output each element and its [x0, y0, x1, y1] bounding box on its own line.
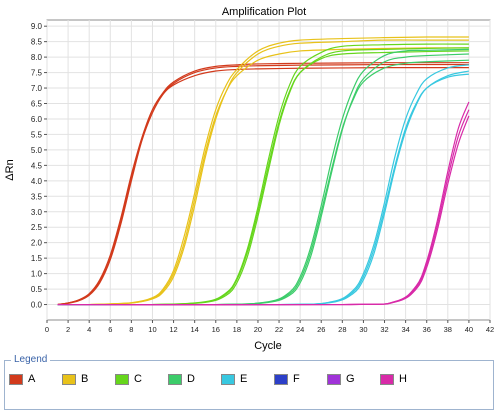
series-curves	[57, 36, 470, 306]
y-tick-label: 0.0	[31, 301, 43, 310]
y-tick-label: 1.5	[31, 254, 43, 263]
legend-label: E	[240, 373, 248, 385]
legend-swatch	[380, 373, 394, 385]
amplification-plot-chart: Amplification Plot 0 2 4 6 8 10 12 14 16 18 20 22 24…	[4, 6, 494, 352]
legend-item-e[interactable]: E	[221, 371, 274, 387]
series-a-curve-3	[57, 62, 469, 306]
x-tick-label: 22	[275, 325, 283, 334]
legend-swatch	[115, 373, 129, 385]
legend-item-d[interactable]: D	[168, 371, 221, 387]
legend-swatch	[221, 373, 235, 385]
x-tick-label: 40	[465, 325, 473, 334]
x-tick-label: 30	[359, 325, 367, 334]
legend-swatch	[327, 373, 341, 385]
y-tick-label: 8.0	[31, 53, 43, 62]
y-tick-label: 6.0	[31, 115, 43, 124]
legend-item-f[interactable]: F	[274, 371, 327, 387]
legend-item-h[interactable]: H	[380, 371, 433, 387]
legend-label: D	[187, 373, 195, 385]
series-c-curve-2	[57, 47, 469, 306]
y-tick-label: 4.5	[31, 161, 43, 170]
y-tick-label: 7.5	[31, 69, 43, 78]
y-axis-label: ΔRn	[4, 159, 16, 180]
series-d-curve-2	[57, 53, 469, 306]
legend-swatch	[9, 373, 23, 385]
x-tick-label: 28	[338, 325, 346, 334]
legend-label: C	[134, 373, 142, 385]
series-h-curve-3	[57, 101, 470, 306]
y-tick-label: 2.0	[31, 239, 43, 248]
legend-items: A B C D E F G H	[9, 371, 433, 387]
y-tick-label: 6.5	[31, 100, 43, 109]
y-tick-label: 4.0	[31, 177, 43, 186]
x-tick-label: 32	[380, 325, 388, 334]
legend-swatch	[274, 373, 288, 385]
series-d-curve-3	[57, 48, 469, 306]
y-tick-label: 1.0	[31, 270, 43, 279]
y-tick-label: 7.0	[31, 84, 43, 93]
x-tick-label: 14	[190, 325, 198, 334]
legend-label: B	[81, 373, 89, 385]
legend-swatch	[62, 373, 76, 385]
y-tick-label: 9.0	[31, 22, 43, 31]
x-tick-label: 26	[317, 325, 325, 334]
axes: 0 2 4 6 8 10 12 14 16 18 20 22 24 26 28 30 32 34 36 38 40 420…	[31, 22, 494, 334]
x-axis-label: Cycle	[254, 340, 282, 352]
legend-item-c[interactable]: C	[115, 371, 168, 387]
series-b-curve-3	[57, 36, 469, 306]
y-tick-label: 8.5	[31, 38, 43, 47]
y-tick-label: 3.5	[31, 192, 43, 201]
legend-panel: Legend A B C D E F G H	[4, 354, 494, 410]
legend-label: F	[293, 373, 300, 385]
x-tick-label: 0	[45, 325, 49, 334]
series-b-curve-2	[57, 39, 469, 306]
y-tick-label: 3.0	[31, 208, 43, 217]
legend-item-b[interactable]: B	[62, 371, 115, 387]
x-tick-label: 34	[401, 325, 409, 334]
y-tick-label: 5.0	[31, 146, 43, 155]
x-tick-label: 36	[423, 325, 431, 334]
x-tick-label: 16	[212, 325, 220, 334]
legend-swatch	[168, 373, 182, 385]
legend-title: Legend	[11, 354, 51, 365]
y-tick-label: 0.5	[31, 285, 43, 294]
y-tick-label: 5.5	[31, 130, 43, 139]
series-a-curve-2	[57, 63, 469, 306]
legend-label: A	[28, 373, 36, 385]
x-tick-label: 38	[444, 325, 452, 334]
x-tick-label: 4	[87, 325, 91, 334]
x-tick-label: 20	[254, 325, 262, 334]
chart-title: Amplification Plot	[222, 6, 306, 18]
x-tick-label: 12	[169, 325, 177, 334]
x-tick-label: 24	[296, 325, 304, 334]
x-tick-label: 8	[129, 325, 133, 334]
y-tick-label: 2.5	[31, 223, 43, 232]
x-tick-label: 6	[108, 325, 112, 334]
legend-label: G	[346, 373, 355, 385]
x-tick-label: 2	[66, 325, 70, 334]
legend-label: H	[399, 373, 407, 385]
series-c-curve-3	[57, 43, 469, 306]
x-tick-label: 10	[148, 325, 156, 334]
x-tick-label: 18	[233, 325, 241, 334]
legend-item-g[interactable]: G	[327, 371, 380, 387]
x-tick-label: 42	[486, 325, 494, 334]
legend-item-a[interactable]: A	[9, 371, 62, 387]
